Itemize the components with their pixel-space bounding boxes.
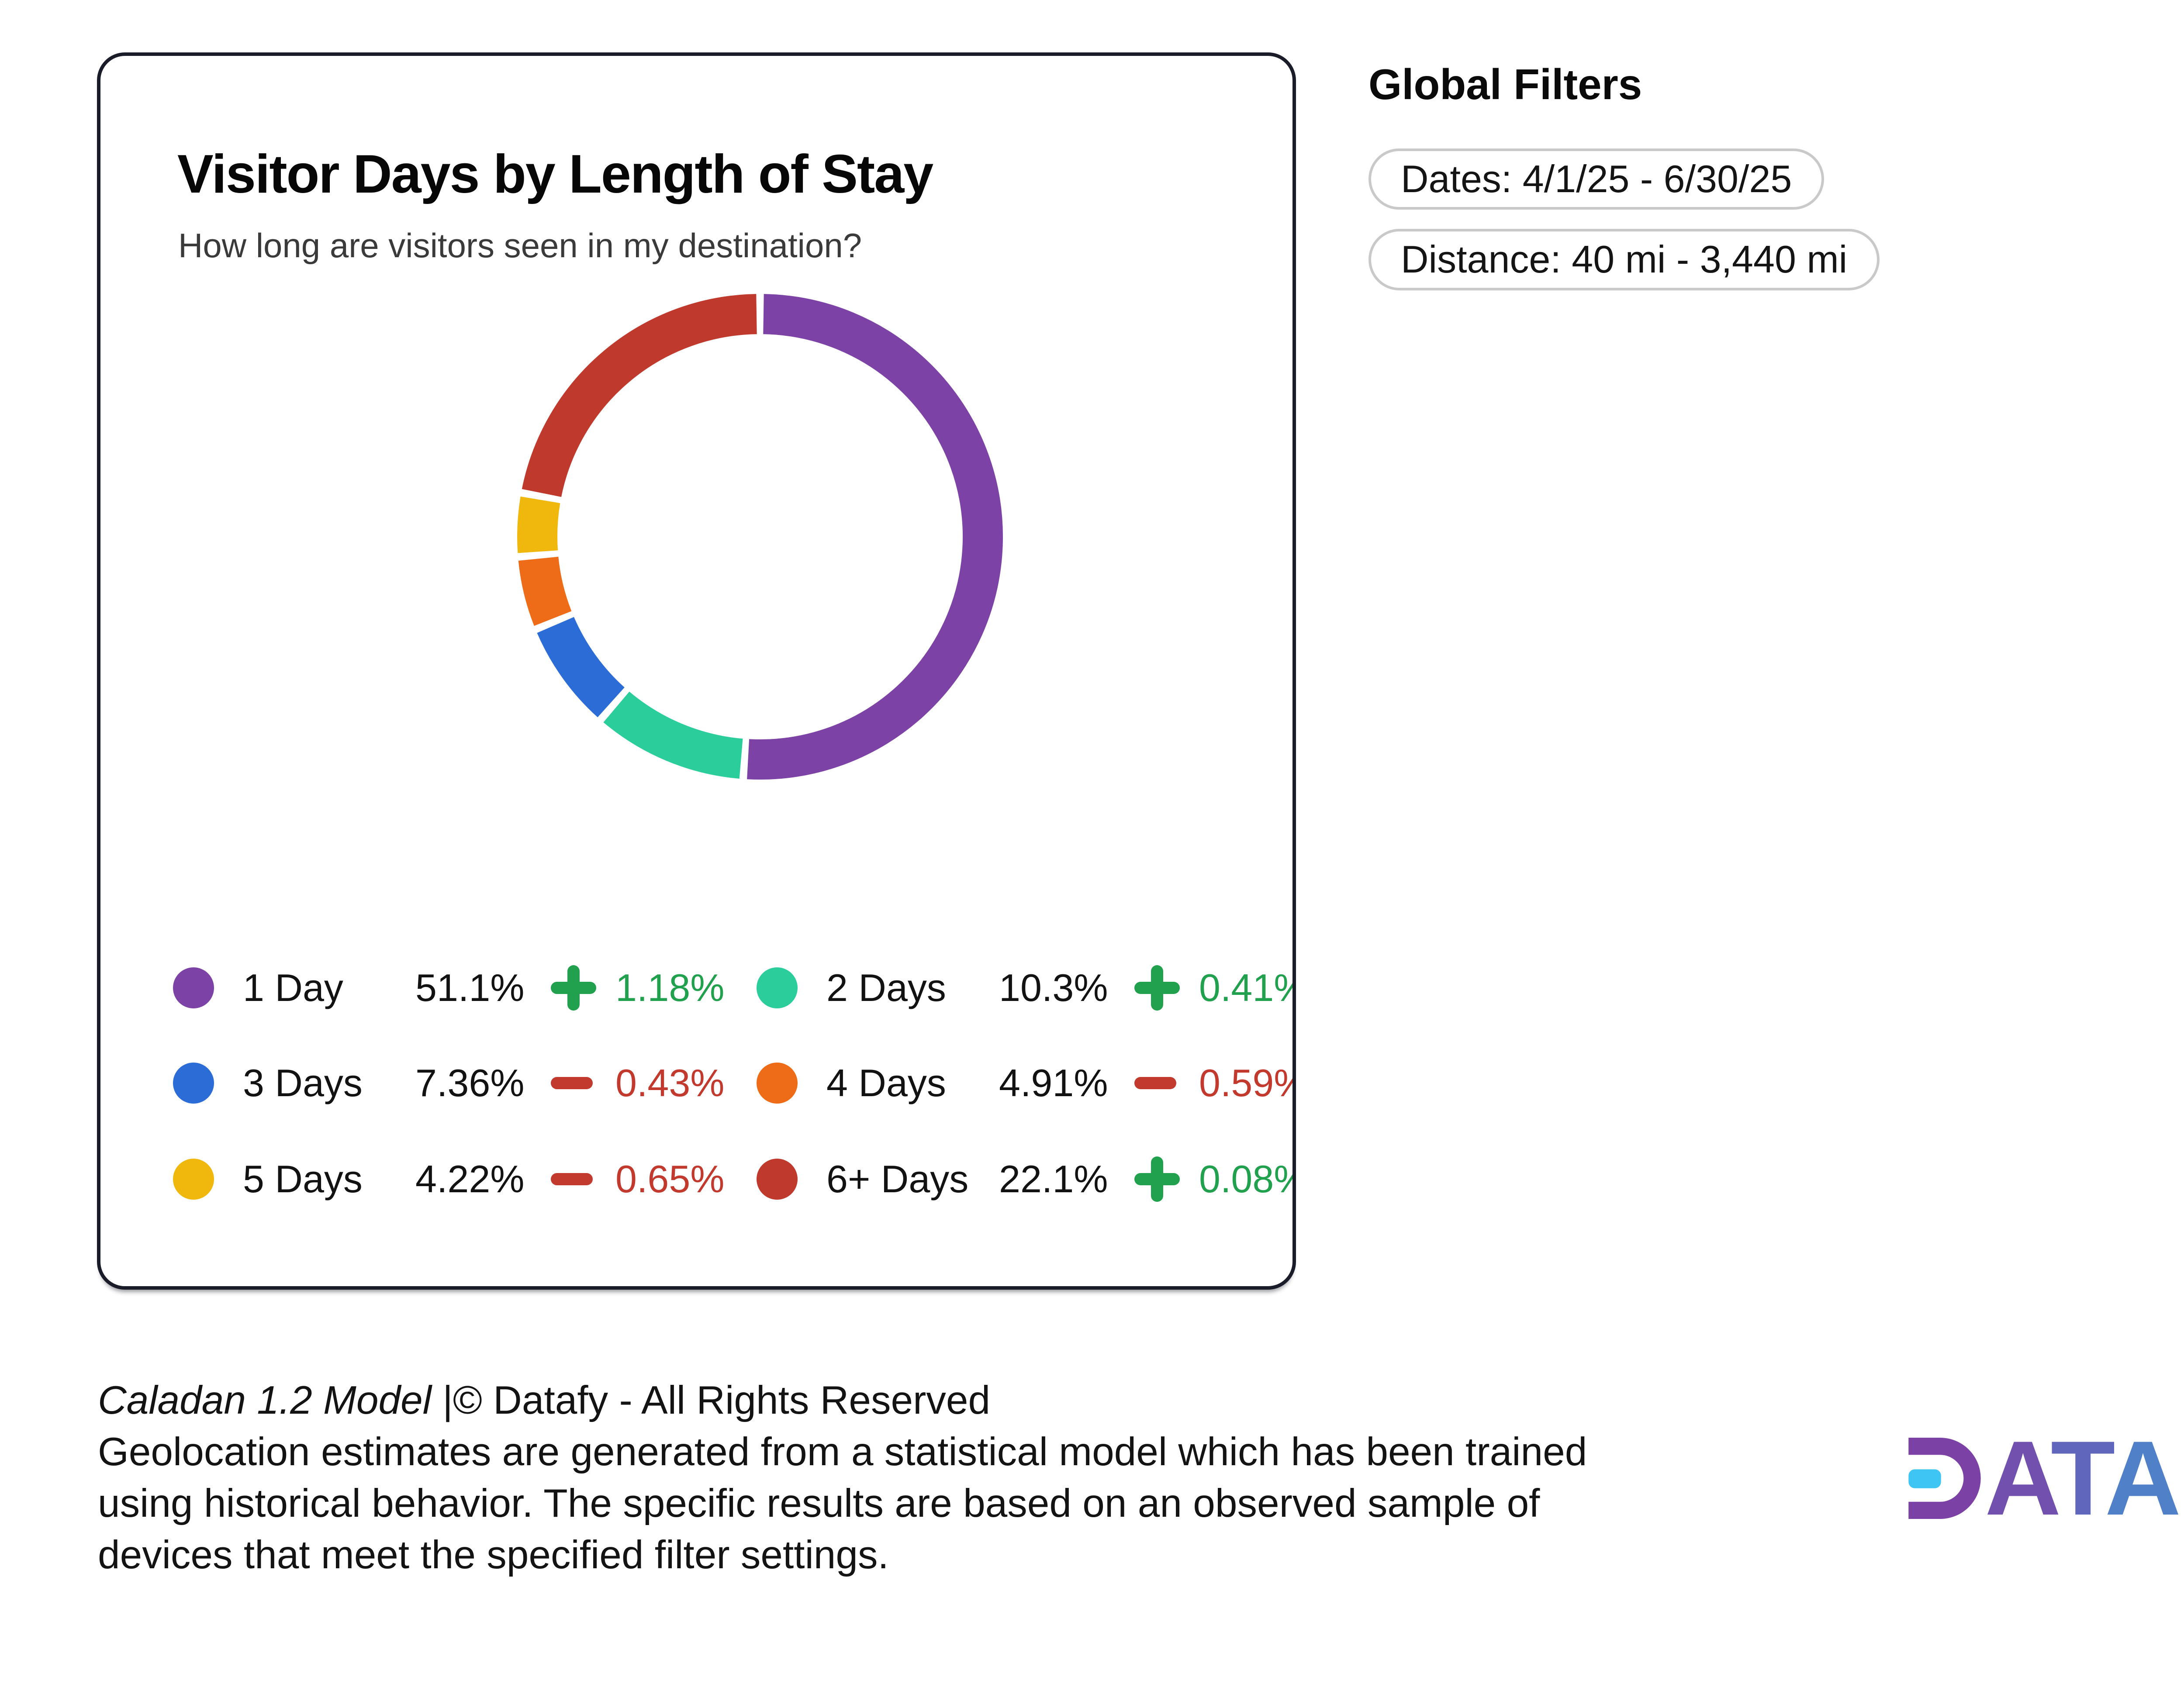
logo-letter: A: [2105, 1419, 2181, 1537]
trend-up-plus-icon: [1131, 959, 1188, 1016]
legend-item-6-days[interactable]: 6+ Days 22.1% 0.08%: [757, 1151, 1292, 1208]
legend-item-3-days[interactable]: 3 Days 7.36% 0.43%: [173, 1055, 725, 1111]
footer: Caladan 1.2 Model |© Datafy - All Rights…: [98, 1375, 1587, 1581]
legend-label: 1 Day: [243, 966, 343, 1009]
datafy-wordmark: ATAFY: [1985, 1425, 2184, 1531]
logo-letter: A: [1985, 1419, 2053, 1537]
legend-delta-value: 0.41%: [1199, 966, 1292, 1009]
disclaimer-line: devices that meet the specified filter s…: [98, 1533, 889, 1577]
legend-item-4-days[interactable]: 4 Days 4.91% 0.59%: [757, 1055, 1292, 1111]
legend-label: 6+ Days: [826, 1157, 969, 1201]
donut-segment-6-days[interactable]: [522, 294, 757, 497]
visitor-days-card: Visitor Days by Length of Stay How long …: [97, 52, 1296, 1290]
disclaimer-line: Geolocation estimates are generated from…: [98, 1430, 1587, 1474]
donut-segment-3-days[interactable]: [537, 617, 625, 718]
disclaimer-line: using historical behavior. The specific …: [98, 1481, 1540, 1525]
legend-percent-value: 7.36%: [415, 1061, 525, 1104]
trend-up-plus-icon: [1131, 1151, 1188, 1208]
chart-subtitle: How long are visitors seen in my destina…: [178, 226, 862, 265]
global-filters-panel: Global Filters Dates: 4/1/25 - 6/30/25 D…: [1368, 61, 1880, 310]
trend-down-minus-icon: [1131, 1055, 1188, 1111]
legend-label: 3 Days: [243, 1061, 363, 1104]
legend-item-2-days[interactable]: 2 Days 10.3% 0.41%: [757, 959, 1292, 1016]
legend-label: 4 Days: [826, 1061, 946, 1104]
legend-item-5-days[interactable]: 5 Days 4.22% 0.65%: [173, 1151, 725, 1208]
legend-delta-value: 0.43%: [615, 1061, 725, 1104]
distance-filter-pill[interactable]: Distance: 40 mi - 3,440 mi: [1368, 229, 1880, 290]
footer-attribution-line: Caladan 1.2 Model |© Datafy - All Rights…: [98, 1375, 1587, 1426]
legend-color-dot: [173, 967, 214, 1008]
legend-item-1-day[interactable]: 1 Day 51.1% 1.18%: [173, 959, 725, 1016]
donut-segment-4-days[interactable]: [518, 556, 572, 626]
legend-percent-value: 22.1%: [999, 1157, 1108, 1201]
legend-label: 2 Days: [826, 966, 946, 1009]
legend-label: 5 Days: [243, 1157, 363, 1201]
legend-color-dot: [757, 1063, 798, 1104]
legend-color-dot: [173, 1063, 214, 1104]
donut-chart-svg: [517, 294, 1003, 780]
legend-color-dot: [757, 1159, 798, 1200]
legend-color-dot: [173, 1159, 214, 1200]
legend-delta-value: 0.08%: [1199, 1157, 1292, 1201]
donut-chart: [476, 253, 1044, 821]
datafy-d-icon: [1908, 1438, 1981, 1519]
legend-percent-value: 51.1%: [415, 966, 525, 1009]
legend-delta-value: 0.65%: [615, 1157, 725, 1201]
datafy-logo: ATAFY: [1908, 1425, 2184, 1531]
donut-segment-5-days[interactable]: [517, 496, 560, 553]
model-name: Caladan 1.2 Model: [98, 1378, 432, 1422]
donut-segment-1-day[interactable]: [747, 294, 1003, 780]
trend-down-minus-icon: [547, 1151, 604, 1208]
global-filters-heading: Global Filters: [1368, 60, 1642, 108]
rights-text: |© Datafy - All Rights Reserved: [431, 1378, 991, 1422]
logo-letter: F: [2178, 1419, 2184, 1537]
legend-percent-value: 10.3%: [999, 966, 1108, 1009]
legend-percent-value: 4.91%: [999, 1061, 1108, 1104]
legend-color-dot: [757, 967, 798, 1008]
logo-letter: T: [2050, 1419, 2108, 1537]
trend-up-plus-icon: [547, 959, 604, 1016]
dates-filter-pill[interactable]: Dates: 4/1/25 - 6/30/25: [1368, 148, 1825, 210]
legend-delta-value: 0.59%: [1199, 1061, 1292, 1104]
trend-down-minus-icon: [547, 1055, 604, 1111]
donut-segment-2-days[interactable]: [603, 691, 743, 779]
legend-delta-value: 1.18%: [615, 966, 725, 1009]
chart-title: Visitor Days by Length of Stay: [177, 144, 933, 204]
legend-percent-value: 4.22%: [415, 1157, 525, 1201]
